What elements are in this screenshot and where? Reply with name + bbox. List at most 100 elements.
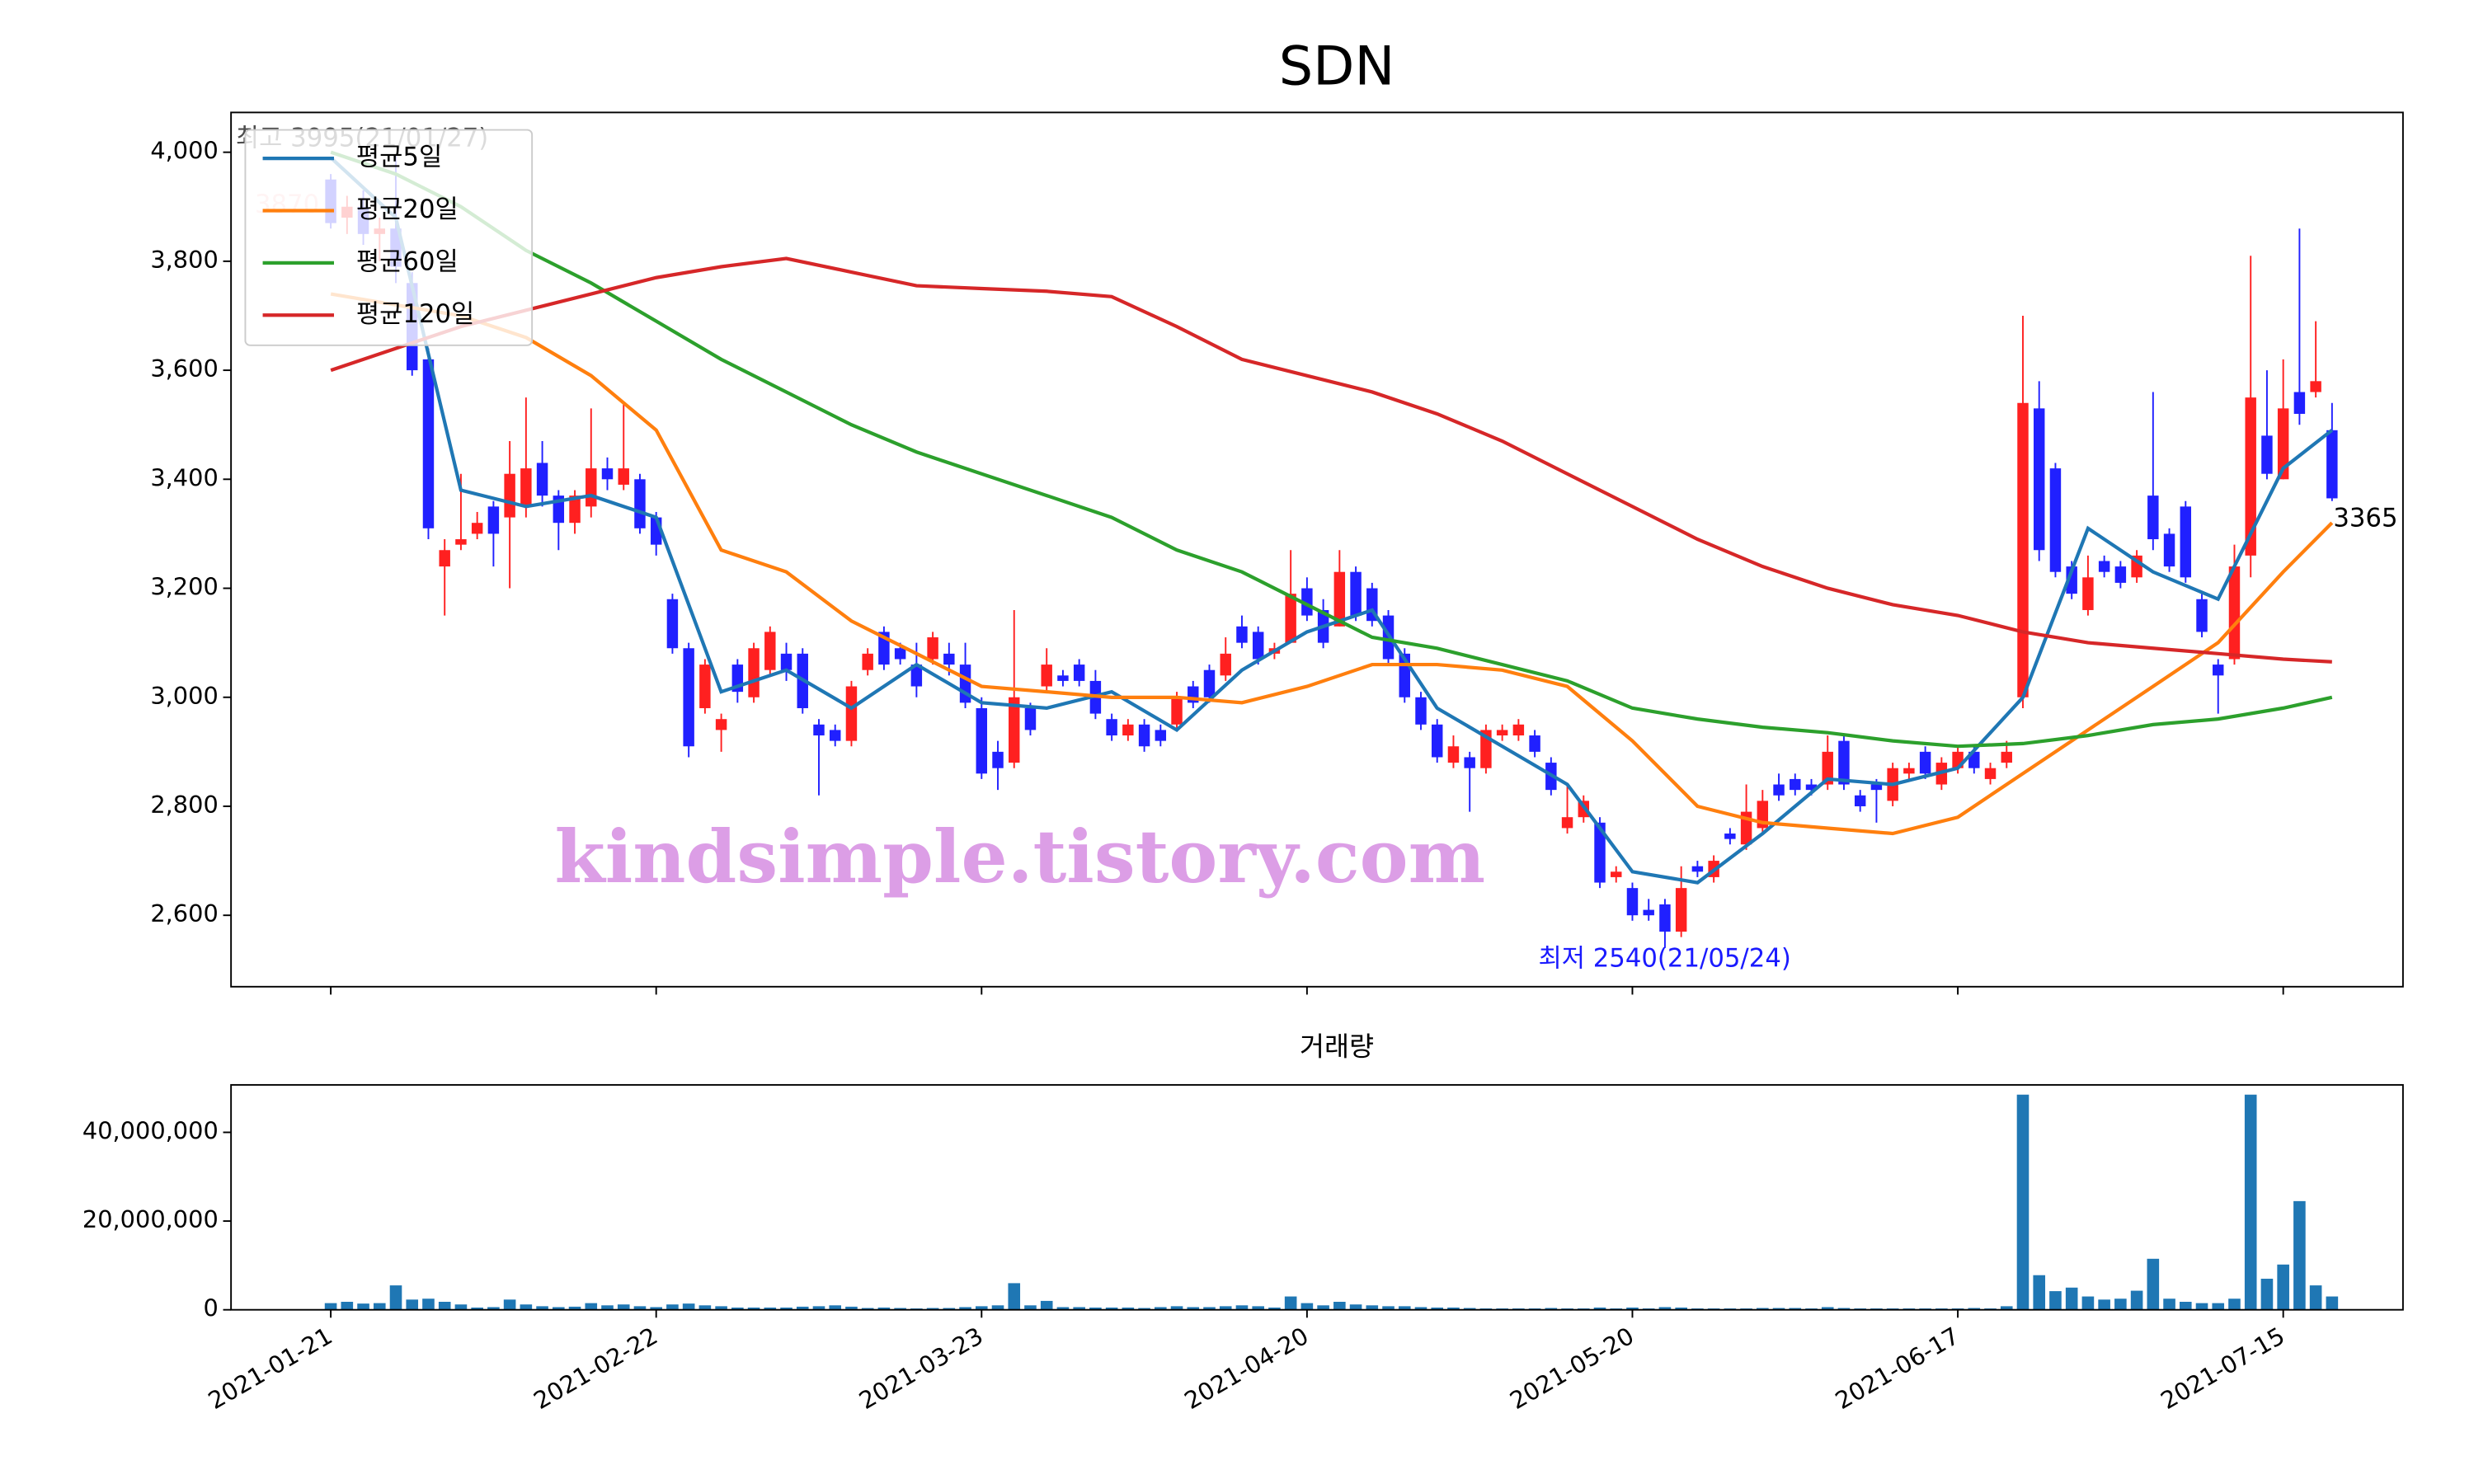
volume-bar [1447, 1307, 1460, 1310]
volume-bar [1040, 1300, 1053, 1310]
volume-bar [2033, 1275, 2046, 1310]
candle-body [943, 653, 955, 665]
y-tick-label: 3,400 [150, 463, 218, 491]
volume-bar [2309, 1285, 2322, 1310]
candle-body [2082, 577, 2094, 610]
volume-bar [601, 1305, 614, 1310]
candle-body [1870, 784, 1883, 791]
volume-bar [2179, 1302, 2192, 1310]
candle-body [439, 550, 450, 567]
volume-bar [1235, 1305, 1249, 1310]
candle-body [1496, 730, 1508, 736]
candle-body [2261, 435, 2273, 474]
candle-body [1252, 632, 1264, 660]
candle-body [1122, 724, 1134, 736]
candle-body [976, 707, 988, 774]
volume-bar [2212, 1303, 2225, 1310]
volume-bar [2147, 1258, 2160, 1310]
volume-bar [1089, 1307, 1102, 1310]
volume-bar [812, 1306, 825, 1310]
candle-body [2001, 751, 2012, 763]
candle-body [422, 359, 435, 528]
candle-body [1447, 746, 1460, 763]
candle-body [829, 730, 841, 741]
candle-body [715, 719, 727, 730]
candle-body [862, 653, 873, 670]
volume-bar [1284, 1296, 1297, 1310]
candle-body [1285, 594, 1296, 643]
candle-body [2293, 392, 2306, 414]
volume-title: 거래량 [1300, 1031, 1374, 1063]
candle-body [1724, 834, 1736, 839]
volume-bar [1593, 1307, 1606, 1310]
volume-bar [2326, 1296, 2339, 1310]
volume-bar [2065, 1287, 2078, 1310]
volume-bar [1268, 1307, 1281, 1310]
volume-bar [991, 1305, 1004, 1310]
volume-bar [1317, 1305, 1329, 1310]
candle-body [927, 637, 938, 660]
candle-body [471, 523, 483, 534]
candle-body [1333, 571, 1346, 627]
candle-body [1854, 795, 1866, 806]
candle-body [1041, 665, 1052, 687]
candle-body [1611, 871, 1622, 877]
y-tick-label: 3,800 [150, 246, 218, 274]
volume-bar [1138, 1308, 1150, 1310]
candle-body [2180, 506, 2192, 578]
volume-frame [230, 1083, 2404, 1311]
volume-bar [1837, 1308, 1851, 1310]
candle-body [1155, 730, 1167, 741]
volume-bar [2244, 1094, 2257, 1310]
candle-body [2147, 495, 2159, 540]
candle-body [2114, 566, 2127, 583]
volume-bar [454, 1304, 468, 1310]
candle-body [1594, 822, 1606, 883]
volume-bar [1968, 1308, 1981, 1310]
candle-body [1903, 768, 1915, 774]
volume-bar [861, 1308, 874, 1310]
candle-body [1236, 626, 1248, 643]
low-annotation: 최저 2540(21/05/24) [1538, 944, 1790, 974]
y-tick-label: 40,000,000 [82, 1116, 219, 1144]
candle-body [455, 539, 467, 545]
volume-bar [747, 1307, 760, 1310]
volume-bar [1545, 1308, 1558, 1310]
candle-body [683, 648, 694, 747]
volume-bar [1333, 1302, 1346, 1310]
chart-title: SDN [1279, 35, 1395, 98]
volume-bar [1463, 1308, 1476, 1310]
candle-body [1171, 697, 1183, 725]
legend-box [244, 129, 534, 346]
legend-label: 평균60일 [356, 247, 459, 276]
candle-body [1822, 751, 1833, 785]
volume-bar [373, 1303, 386, 1310]
candle-body [992, 751, 1004, 768]
candle-body [634, 479, 646, 528]
candle-body [1009, 697, 1020, 763]
y-tick-label: 2,600 [150, 899, 218, 928]
volume-bar [1155, 1307, 1167, 1310]
candle-body [1984, 768, 1997, 779]
price-frame [230, 111, 2404, 988]
volume-bar [438, 1302, 451, 1310]
volume-bar [1772, 1308, 1785, 1310]
candle-body [1659, 904, 1671, 932]
volume-bar [2000, 1306, 2013, 1310]
volume-bar [2098, 1299, 2110, 1310]
volume-bar [341, 1302, 354, 1310]
volume-bar [2049, 1291, 2062, 1310]
volume-bar [959, 1307, 971, 1310]
candle-body [618, 468, 629, 485]
legend-label: 평균5일 [356, 143, 442, 172]
y-tick-label: 3,600 [150, 355, 218, 383]
volume-bar [2081, 1296, 2095, 1310]
volume-bar [406, 1299, 419, 1310]
volume-bar [422, 1298, 435, 1310]
candle-body [2228, 566, 2241, 660]
volume-bar [568, 1306, 581, 1310]
y-tick-label: 0 [203, 1294, 218, 1322]
candle-body [1790, 778, 1801, 791]
candle-body [1301, 588, 1313, 616]
candle-body [601, 468, 614, 480]
